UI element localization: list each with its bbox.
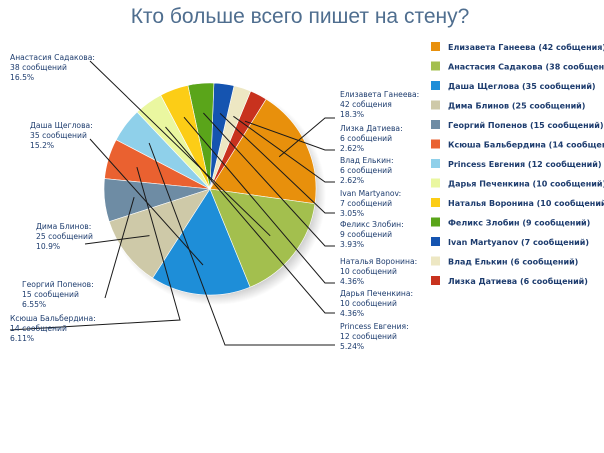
data-label: Ксюша Бальбердина: 14 сообщений 6.11% [10,314,96,343]
legend-entry: Наталья Воронина (10 сообщений) [448,198,604,208]
legend-entry: Дима Блинов (25 сообщений) [448,101,585,111]
leader-line [278,117,335,158]
pie-slice-елизавета-ганеева[interactable] [209,98,317,205]
legend-swatch [431,120,440,129]
legend-swatch [431,237,440,246]
leader-line [233,115,335,183]
pie-slice-даша-щеглова[interactable] [152,188,251,296]
legend-swatch [431,42,440,51]
legend-entry: Георгий Попенов (15 сообщений) [448,120,604,130]
legend-entry: Влад Елькин (6 сообщений) [448,257,578,267]
data-label: Елизавета Ганеева: 42 собщения 18.3% [340,90,419,119]
legend-swatch [431,276,440,285]
legend-entry: Ксюша Бальбердина (14 сообщений) [448,140,604,150]
leader-line [219,113,335,214]
legend-entry: Princess Евгения (12 сообщений) [448,159,601,169]
data-label: Анастасия Садакова: 38 сообщений 16.5% [10,53,95,82]
leader-line [183,116,335,284]
data-label: Дарья Печенкина: 10 сообщений 4.36% [340,289,413,318]
pie-slice-дима-блинов[interactable] [108,188,211,279]
data-label: Наталья Воронина: 10 сообщений 4.36% [340,257,417,286]
legend-swatch [431,217,440,227]
data-label: Дима Блинов: 25 сообщений 10.9% [36,222,93,251]
leader-line [148,142,335,346]
leader-line [89,138,204,266]
data-label: Феликс Злобин: 9 сообщений 3.93% [340,220,404,249]
pie-slice-анастасия-садакова[interactable] [209,188,316,288]
legend-entry: Елизавета Ганеева (42 собщения) [448,42,604,52]
data-label: Princess Евгения: 12 сообщений 5.24% [340,322,409,351]
legend: Елизавета Ганеева (42 собщения) Анастасия… [431,42,604,286]
leader-line [203,112,335,247]
legend-entry: Анастасия Садакова (38 сообщений) [448,62,604,72]
data-label: Ivan Martyanov: 7 сообщений 3.05% [340,189,401,218]
data-label: Даша Щеглова: 35 сообщений 15.2% [30,121,93,150]
legend-swatch [431,178,440,188]
legend-swatch [431,159,440,168]
legend-swatch [431,61,440,71]
leader-line [84,235,150,245]
leader-line [244,120,335,151]
legend-swatch [431,198,440,207]
data-label: Лизка Датиева: 6 сообщений 2.62% [340,124,403,153]
leader-line [9,166,181,331]
legend-swatch [431,139,440,149]
data-label: Влад Елькин: 6 сообщений 2.62% [340,156,394,185]
leader-line [89,60,271,237]
legend-entry: Ivan Martyanov (7 сообщений) [448,237,589,247]
data-label: Георгий Попенов: 15 сообщений 6.55% [22,280,94,309]
leader-line [165,126,335,314]
leader-line [104,197,135,299]
legend-entry: Лизка Датиева (6 сообщений) [448,276,588,286]
chart-title: Кто больше всего пишет на стену? [131,5,470,28]
legend-swatch [431,256,440,266]
legend-entry: Дарья Печенкина (10 сообщений) [448,179,604,189]
legend-entry: Даша Щеглова (35 сообщений) [448,81,596,91]
legend-swatch [431,81,440,90]
legend-swatch [431,100,440,110]
legend-entry: Феликс Злобин (9 сообщений) [448,218,590,228]
